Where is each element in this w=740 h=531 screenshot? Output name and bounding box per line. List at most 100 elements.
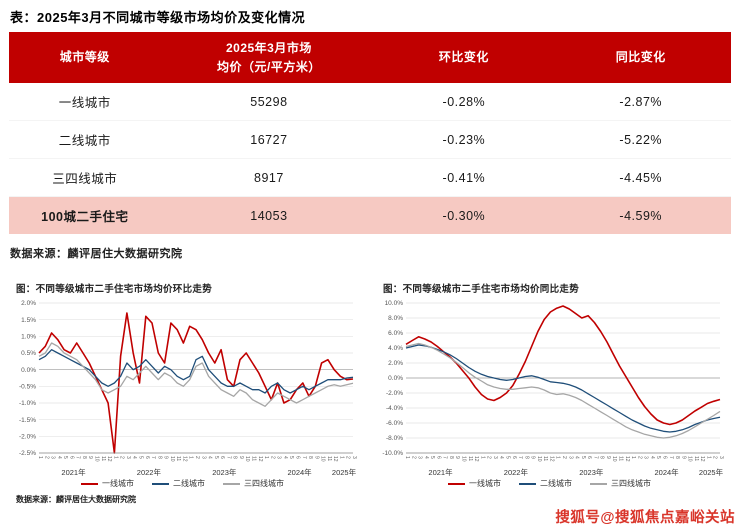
svg-text:10: 10	[536, 456, 542, 462]
svg-text:0.0%: 0.0%	[21, 367, 36, 374]
svg-text:8.0%: 8.0%	[388, 315, 403, 322]
svg-text:2: 2	[345, 456, 351, 459]
chart-mom-block: 图：不同等级城市二手住宅市场均价环比走势 2.0% 1.5% 1.0% 0.5% 0.0…	[6, 281, 359, 505]
svg-text:9: 9	[238, 456, 244, 459]
svg-text:8: 8	[307, 456, 313, 459]
svg-text:4: 4	[649, 456, 655, 459]
mom-value: -0.23%	[377, 120, 551, 160]
svg-text:4: 4	[282, 456, 288, 459]
yoy-value: -4.59%	[550, 196, 731, 235]
svg-text:0.5%: 0.5%	[21, 350, 36, 357]
svg-text:-1.5%: -1.5%	[19, 417, 36, 424]
legend-item: 三四线城市	[590, 478, 651, 489]
svg-text:10: 10	[461, 456, 467, 462]
svg-text:12: 12	[332, 456, 338, 462]
price-value: 8917	[160, 158, 378, 198]
chart-yoy-block: 图：不同等级城市二手住宅市场均价同比走势 10.0% 8.0% 6.0% 4.0% 2.…	[373, 281, 726, 505]
svg-text:6.0%: 6.0%	[388, 330, 403, 337]
legend-item: 二线城市	[519, 478, 572, 489]
svg-text:0.0%: 0.0%	[388, 375, 403, 382]
svg-text:12: 12	[473, 456, 479, 462]
svg-text:7: 7	[668, 456, 674, 459]
svg-text:9: 9	[163, 456, 169, 459]
svg-text:1: 1	[555, 456, 561, 459]
svg-text:5: 5	[429, 456, 435, 459]
svg-text:2021年: 2021年	[61, 467, 86, 477]
svg-text:2: 2	[486, 456, 492, 459]
svg-text:12: 12	[181, 456, 187, 462]
svg-text:12: 12	[624, 456, 630, 462]
svg-text:7: 7	[150, 456, 156, 459]
svg-text:2025年: 2025年	[332, 467, 357, 477]
svg-text:1: 1	[404, 456, 410, 459]
svg-text:3: 3	[492, 456, 498, 459]
legend-line-swatch	[81, 482, 98, 485]
chart-yoy-title: 图：不同等级城市二手住宅市场均价同比走势	[383, 284, 580, 296]
legend-item: 一线城市	[448, 478, 501, 489]
legend-label: 二线城市	[173, 479, 205, 489]
svg-text:10: 10	[320, 456, 326, 462]
legend-line-swatch	[152, 482, 169, 485]
svg-text:11: 11	[175, 456, 181, 461]
svg-text:8: 8	[523, 456, 529, 459]
svg-text:2021年: 2021年	[428, 467, 453, 477]
col-header-mom: 环比变化	[377, 32, 551, 84]
svg-text:3: 3	[567, 456, 573, 459]
chart-mom-source: 数据来源：麟评居住大数据研究院	[16, 495, 136, 505]
yoy-value: -2.87%	[550, 83, 731, 122]
svg-text:-2.5%: -2.5%	[19, 450, 36, 457]
svg-text:9: 9	[454, 456, 460, 459]
svg-text:6: 6	[511, 456, 517, 459]
svg-text:8: 8	[448, 456, 454, 459]
price-value: 14053	[160, 196, 378, 235]
legend-line-swatch	[590, 482, 607, 485]
col-header-price-line1: 2025年3月市场	[225, 41, 312, 55]
svg-text:-1.0%: -1.0%	[19, 400, 36, 407]
svg-text:5: 5	[580, 456, 586, 459]
col-header-tier: 城市等级	[9, 32, 161, 84]
tier-name: 一线城市	[9, 83, 161, 122]
svg-text:1: 1	[705, 456, 711, 459]
svg-text:2: 2	[119, 456, 125, 459]
legend-label: 三四线城市	[244, 479, 284, 489]
svg-text:2023年: 2023年	[212, 467, 237, 477]
svg-text:10: 10	[169, 456, 175, 462]
svg-text:1: 1	[338, 456, 344, 459]
svg-text:2: 2	[712, 456, 718, 459]
svg-text:3: 3	[643, 456, 649, 459]
table-row: 二线城市 16727 -0.23% -5.22%	[9, 120, 731, 160]
svg-text:1: 1	[37, 456, 43, 459]
svg-text:3: 3	[276, 456, 282, 459]
svg-text:7: 7	[517, 456, 523, 459]
svg-text:7: 7	[225, 456, 231, 459]
table-row-highlight: 100城二手住宅 14053 -0.30% -4.59%	[9, 196, 731, 235]
svg-text:3: 3	[417, 456, 423, 459]
price-value: 55298	[160, 83, 378, 122]
svg-text:3: 3	[125, 456, 131, 459]
chart-mom-legend: 一线城市 二线城市 三四线城市	[6, 478, 359, 489]
svg-text:9: 9	[680, 456, 686, 459]
svg-text:4: 4	[574, 456, 580, 459]
svg-text:1: 1	[188, 456, 194, 459]
col-header-yoy: 同比变化	[550, 32, 731, 84]
svg-text:1.5%: 1.5%	[21, 317, 36, 324]
svg-text:11: 11	[100, 456, 106, 461]
svg-text:6: 6	[662, 456, 668, 459]
legend-line-swatch	[448, 482, 465, 485]
col-header-price: 2025年3月市场 均价（元/平方米）	[160, 32, 378, 84]
col-header-price-line2: 均价（元/平方米）	[216, 59, 321, 74]
legend-label: 一线城市	[102, 479, 134, 489]
svg-text:9: 9	[530, 456, 536, 459]
charts-row: 图：不同等级城市二手住宅市场均价环比走势 2.0% 1.5% 1.0% 0.5% 0.0…	[6, 281, 734, 505]
svg-text:11: 11	[542, 456, 548, 461]
svg-text:2: 2	[43, 456, 49, 459]
svg-text:5: 5	[213, 456, 219, 459]
svg-text:12: 12	[548, 456, 554, 462]
svg-text:6: 6	[295, 456, 301, 459]
svg-text:5: 5	[505, 456, 511, 459]
svg-text:-6.0%: -6.0%	[386, 420, 403, 427]
svg-text:1: 1	[263, 456, 269, 459]
price-value: 16727	[160, 120, 378, 160]
svg-text:1: 1	[479, 456, 485, 459]
legend-item: 一线城市	[81, 478, 134, 489]
